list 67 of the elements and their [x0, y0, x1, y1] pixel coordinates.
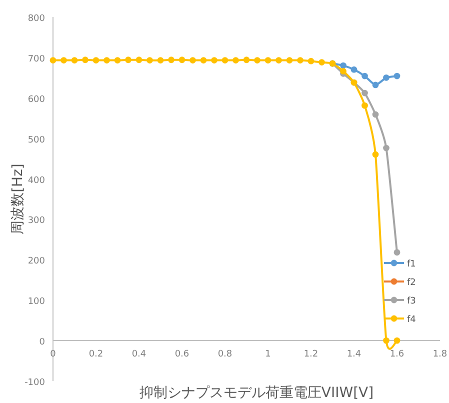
- x-tick-label: 0.8: [218, 350, 232, 360]
- point: [372, 111, 379, 118]
- point: [383, 144, 390, 152]
- x-tick-label: 0.2: [88, 350, 104, 360]
- point: [286, 57, 293, 64]
- legend-label: f4: [407, 315, 416, 325]
- y-tick-label: 100: [28, 297, 46, 308]
- y-tick-label: 400: [28, 176, 46, 186]
- point: [92, 57, 100, 64]
- point: [50, 57, 56, 64]
- point: [362, 90, 368, 96]
- point: [350, 66, 358, 73]
- y-tick-label: 700: [28, 54, 46, 64]
- x-tick-label: 1.8: [432, 350, 448, 360]
- point: [340, 62, 346, 69]
- x-tick-label: 0.6: [174, 350, 190, 360]
- legend-label: f1: [407, 260, 416, 270]
- point: [297, 57, 304, 64]
- point: [178, 56, 186, 64]
- y-tick-label: -100: [24, 378, 46, 388]
- point: [383, 74, 390, 81]
- point: [243, 56, 250, 64]
- point: [136, 56, 142, 64]
- y-tick-label: 800: [28, 14, 46, 24]
- point: [254, 57, 260, 64]
- point: [232, 57, 239, 64]
- point: [157, 57, 164, 64]
- point: [394, 72, 400, 80]
- point: [362, 72, 368, 80]
- point: [372, 82, 379, 88]
- point: [340, 68, 346, 74]
- x-tick-label: 1: [265, 350, 271, 360]
- point: [308, 58, 314, 64]
- x-tick-label: 1.2: [304, 350, 318, 360]
- y-tick-label: 200: [28, 256, 46, 267]
- point: [222, 57, 228, 64]
- point: [82, 56, 88, 64]
- y-tick-label: 600: [28, 94, 46, 105]
- point: [71, 57, 78, 64]
- legend-label: f3: [407, 296, 416, 306]
- point: [114, 57, 121, 64]
- point: [264, 57, 272, 64]
- y-tick-label: 0: [39, 338, 46, 348]
- point: [394, 249, 400, 256]
- point: [372, 151, 379, 158]
- point: [146, 57, 153, 64]
- y-tick-label: 500: [28, 135, 46, 146]
- y-axis-title: 周波数[Hz]: [10, 164, 26, 234]
- point: [125, 56, 132, 64]
- point: [200, 57, 207, 64]
- x-tick-label: 0.4: [132, 350, 146, 360]
- point: [104, 57, 110, 64]
- point: [168, 56, 174, 64]
- x-tick-label: 1.6: [390, 350, 404, 360]
- point: [276, 57, 282, 64]
- point: [394, 337, 400, 344]
- point: [362, 102, 368, 109]
- x-tick-label: 1.4: [346, 350, 362, 360]
- point: [190, 57, 196, 64]
- point: [60, 57, 67, 64]
- x-axis-title: 抑制シナプスモデル荷重電圧VIIW[V]: [139, 385, 374, 401]
- point: [383, 337, 390, 344]
- y-tick-label: 300: [28, 216, 46, 226]
- point: [318, 59, 325, 66]
- x-tick-label: 0: [50, 350, 56, 360]
- point: [211, 57, 218, 64]
- legend-label: f2: [407, 278, 416, 288]
